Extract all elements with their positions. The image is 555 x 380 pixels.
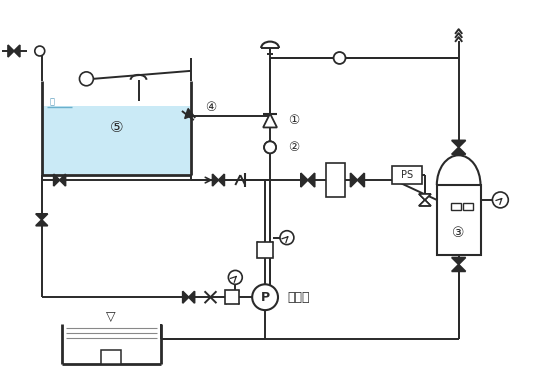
Bar <box>463 203 472 210</box>
Polygon shape <box>14 45 20 57</box>
Circle shape <box>228 271 243 284</box>
Bar <box>437 185 481 255</box>
Polygon shape <box>419 200 431 206</box>
Circle shape <box>264 141 276 153</box>
Bar <box>451 203 461 210</box>
Polygon shape <box>183 291 189 303</box>
Polygon shape <box>219 174 224 186</box>
Text: ①: ① <box>288 114 299 127</box>
Text: ④: ④ <box>205 101 217 114</box>
Circle shape <box>79 72 93 86</box>
Bar <box>43 106 190 174</box>
Polygon shape <box>350 173 357 187</box>
Bar <box>392 166 422 184</box>
Text: ▽: ▽ <box>107 310 116 323</box>
Polygon shape <box>8 45 14 57</box>
Text: PS: PS <box>401 170 413 180</box>
Polygon shape <box>357 173 365 187</box>
Bar <box>326 163 346 197</box>
Polygon shape <box>308 173 315 187</box>
Polygon shape <box>213 174 219 186</box>
Polygon shape <box>263 114 277 127</box>
Polygon shape <box>452 258 466 264</box>
Circle shape <box>334 52 346 64</box>
Polygon shape <box>452 140 466 147</box>
Circle shape <box>280 231 294 245</box>
Polygon shape <box>419 194 431 200</box>
Polygon shape <box>452 147 466 154</box>
Text: 주펌프: 주펌프 <box>287 291 310 304</box>
Circle shape <box>492 192 508 208</box>
Polygon shape <box>452 264 466 271</box>
Text: ～: ～ <box>50 97 55 106</box>
Text: P: P <box>260 291 270 304</box>
Polygon shape <box>189 291 195 303</box>
Circle shape <box>252 284 278 310</box>
Polygon shape <box>36 220 48 226</box>
Text: ⑤: ⑤ <box>109 120 123 135</box>
Polygon shape <box>185 109 193 119</box>
Polygon shape <box>54 174 59 186</box>
Polygon shape <box>59 174 65 186</box>
Polygon shape <box>36 214 48 220</box>
Polygon shape <box>301 173 308 187</box>
Polygon shape <box>419 200 431 206</box>
Polygon shape <box>419 194 431 200</box>
Circle shape <box>264 141 276 153</box>
Bar <box>225 290 239 304</box>
Text: ②: ② <box>288 141 299 154</box>
Bar <box>257 242 273 258</box>
Circle shape <box>35 46 45 56</box>
Bar <box>102 350 121 364</box>
Text: ③: ③ <box>452 226 465 240</box>
